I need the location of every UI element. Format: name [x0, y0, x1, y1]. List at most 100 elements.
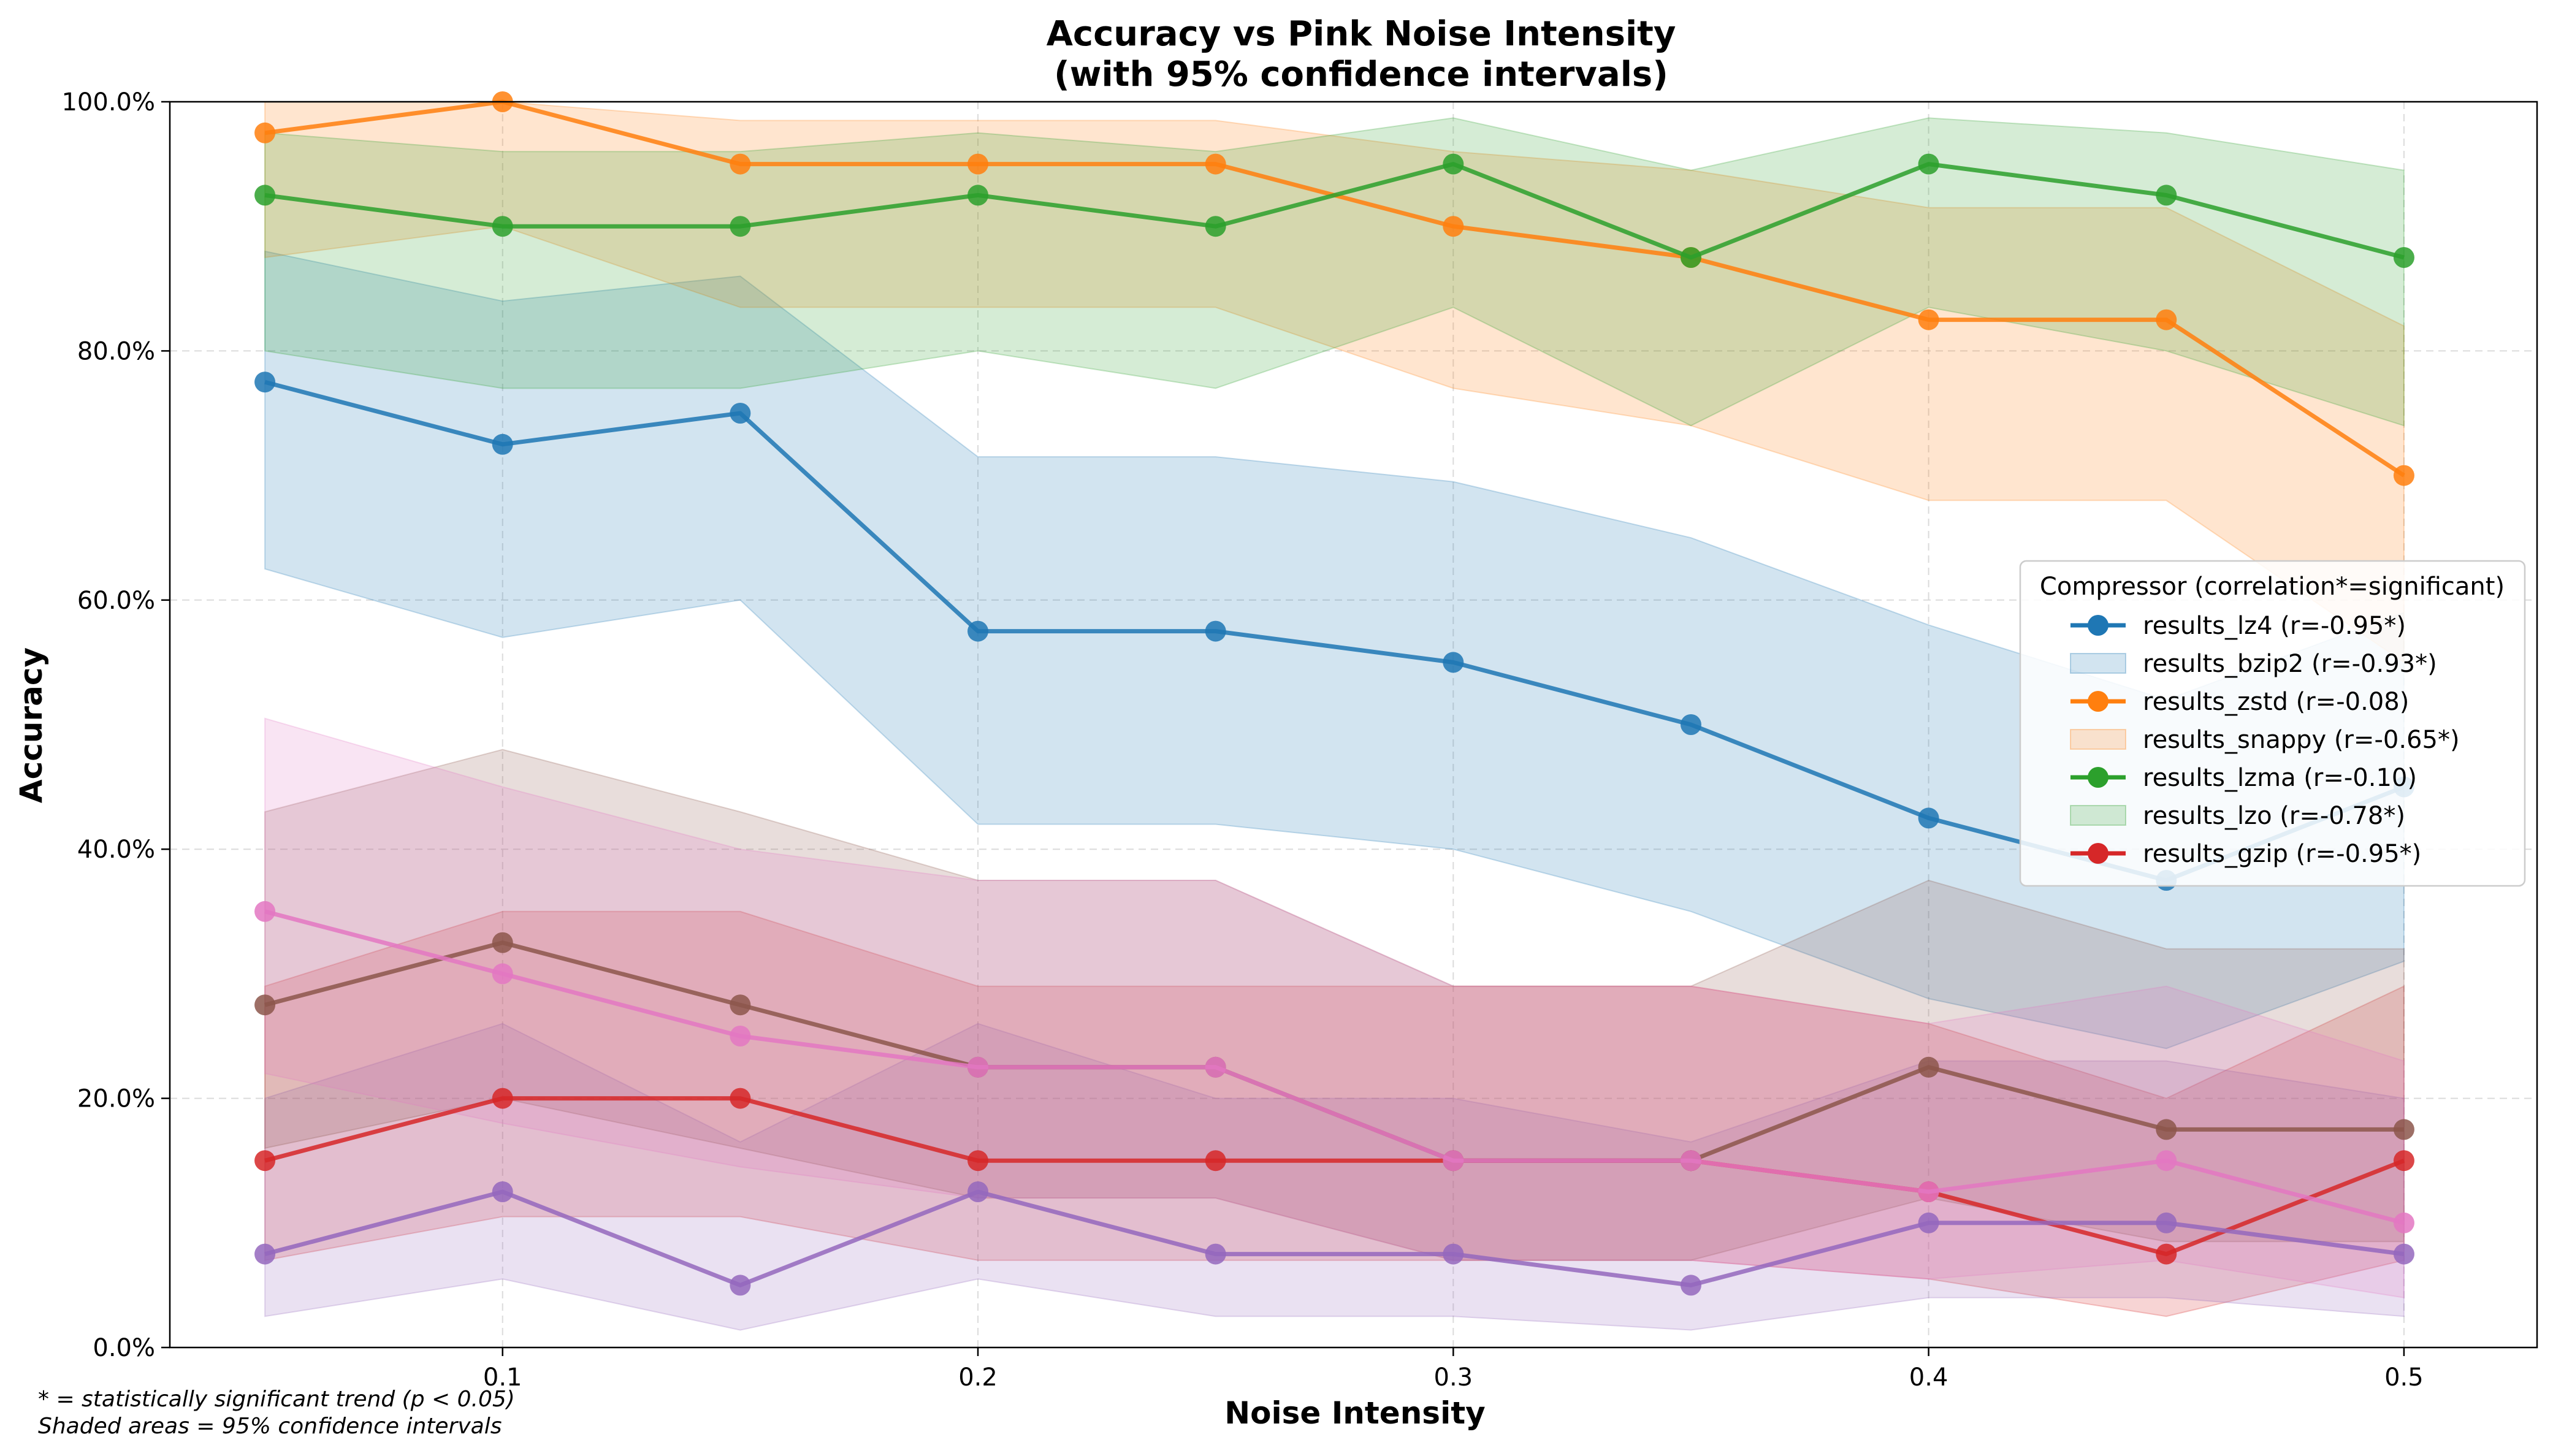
data-point-6: [730, 1026, 751, 1046]
legend-marker: [2088, 843, 2108, 864]
x-tick-label: 0.2: [958, 1363, 998, 1392]
ci-band-5: [264, 749, 2405, 1261]
data-point-3: [2393, 1150, 2414, 1172]
series-line-6: [264, 909, 2405, 1225]
data-point-5: [730, 994, 751, 1016]
legend-band-swatch: [2070, 729, 2126, 750]
data-point-0: [254, 372, 276, 393]
data-point-2: [730, 216, 751, 237]
data-point-4: [254, 1243, 276, 1265]
legend-label: results_bzip2 (r=-0.93*): [2143, 650, 2437, 678]
data-point-1: [2393, 465, 2414, 486]
data-point-5: [2393, 1119, 2414, 1140]
data-point-1: [1443, 216, 1464, 237]
data-point-2: [2393, 247, 2414, 268]
x-tick-label: 0.5: [2384, 1363, 2424, 1392]
data-point-6: [2156, 1150, 2177, 1172]
data-point-4: [492, 1181, 513, 1202]
legend-marker: [2088, 615, 2108, 636]
data-point-4: [967, 1181, 989, 1202]
legend-label: results_zstd (r=-0.08): [2143, 688, 2409, 716]
data-point-2: [1680, 247, 1701, 268]
data-point-0: [1205, 620, 1226, 642]
data-point-0: [1443, 652, 1464, 673]
legend-label: results_lzo (r=-0.78*): [2143, 802, 2405, 830]
footnote-significance: * = statistically significant trend (p <…: [38, 1387, 515, 1412]
data-point-4: [1918, 1212, 1939, 1233]
series-line-4: [264, 1189, 2405, 1287]
y-tick-label: 60.0%: [77, 587, 155, 615]
data-point-6: [967, 1056, 989, 1078]
data-point-2: [2156, 185, 2177, 206]
x-tick-label: 0.1: [483, 1363, 522, 1392]
legend-marker: [2088, 767, 2108, 788]
data-point-5: [254, 994, 276, 1016]
data-point-2: [1918, 153, 1939, 175]
data-point-5: [1918, 1056, 1939, 1078]
y-tick-label: 0.0%: [93, 1334, 155, 1362]
data-point-6: [1443, 1150, 1464, 1172]
data-point-4: [1205, 1243, 1226, 1265]
data-point-1: [2156, 309, 2177, 330]
data-point-0: [1680, 714, 1701, 735]
ci-band-6: [264, 717, 2405, 1298]
data-point-4: [2393, 1243, 2414, 1265]
legend-label: results_gzip (r=-0.95*): [2143, 840, 2421, 868]
legend-items: results_lz4 (r=-0.95*) results_bzip2 (r=-…: [2070, 612, 2460, 868]
legend-label: results_lz4 (r=-0.95*): [2143, 612, 2406, 640]
data-point-4: [1443, 1243, 1464, 1265]
legend-title: Compressor (correlation*=significant): [2040, 573, 2505, 601]
x-axis-label: Noise Intensity: [1224, 1395, 1485, 1431]
legend-box: [2019, 560, 2526, 887]
data-point-4: [730, 1275, 751, 1296]
plot-frame: [169, 101, 2538, 1349]
data-point-6: [1918, 1181, 1939, 1202]
data-point-1: [254, 122, 276, 143]
x-tick-label: 0.4: [1909, 1363, 1948, 1392]
data-point-1: [730, 153, 751, 175]
x-ticks: 0.1 0.2 0.3 0.4 0.5: [483, 1347, 2424, 1392]
legend-marker: [2088, 691, 2108, 712]
ci-band-0: [264, 250, 2405, 1050]
footnote-shading: Shaded areas = 95% confidence intervals: [38, 1414, 502, 1439]
y-ticks: 0.0% 20.0% 40.0% 60.0% 80.0% 100.0%: [61, 88, 170, 1362]
data-point-3: [730, 1088, 751, 1109]
data-point-2: [492, 216, 513, 237]
legend-label: results_snappy (r=-0.65*): [2143, 726, 2460, 754]
y-tick-label: 100.0%: [61, 88, 155, 116]
data-point-3: [254, 1150, 276, 1172]
data-point-6: [492, 963, 513, 985]
y-tick-label: 20.0%: [77, 1085, 155, 1113]
data-point-4: [1680, 1275, 1701, 1296]
data-point-5: [492, 932, 513, 953]
data-point-6: [2393, 1212, 2414, 1233]
legend-label: results_lzma (r=-0.10): [2143, 764, 2417, 792]
legend: Compressor (correlation*=significant) re…: [2019, 560, 2526, 887]
legend-band-swatch: [2070, 653, 2126, 674]
series-line-2: [264, 162, 2405, 260]
data-point-3: [1205, 1150, 1226, 1172]
data-point-0: [730, 403, 751, 424]
ci-band-2: [264, 117, 2405, 427]
data-point-3: [967, 1150, 989, 1172]
data-point-2: [1205, 216, 1226, 237]
data-point-3: [2156, 1243, 2177, 1265]
data-point-0: [492, 433, 513, 455]
data-point-2: [967, 185, 989, 206]
data-point-6: [1205, 1056, 1226, 1078]
data-point-0: [1918, 807, 1939, 829]
x-tick-label: 0.3: [1434, 1363, 1473, 1392]
data-point-2: [254, 185, 276, 206]
y-axis-label: Accuracy: [13, 647, 49, 803]
chart-subtitle: (with 95% confidence intervals): [1054, 55, 1668, 94]
data-point-6: [1680, 1150, 1701, 1172]
y-tick-label: 80.0%: [77, 337, 155, 365]
data-point-5: [2156, 1119, 2177, 1140]
ci-band-4: [264, 1023, 2405, 1331]
data-point-3: [492, 1088, 513, 1109]
data-point-1: [1205, 153, 1226, 175]
data-point-2: [1443, 153, 1464, 175]
data-point-0: [967, 620, 989, 642]
data-point-6: [254, 901, 276, 922]
